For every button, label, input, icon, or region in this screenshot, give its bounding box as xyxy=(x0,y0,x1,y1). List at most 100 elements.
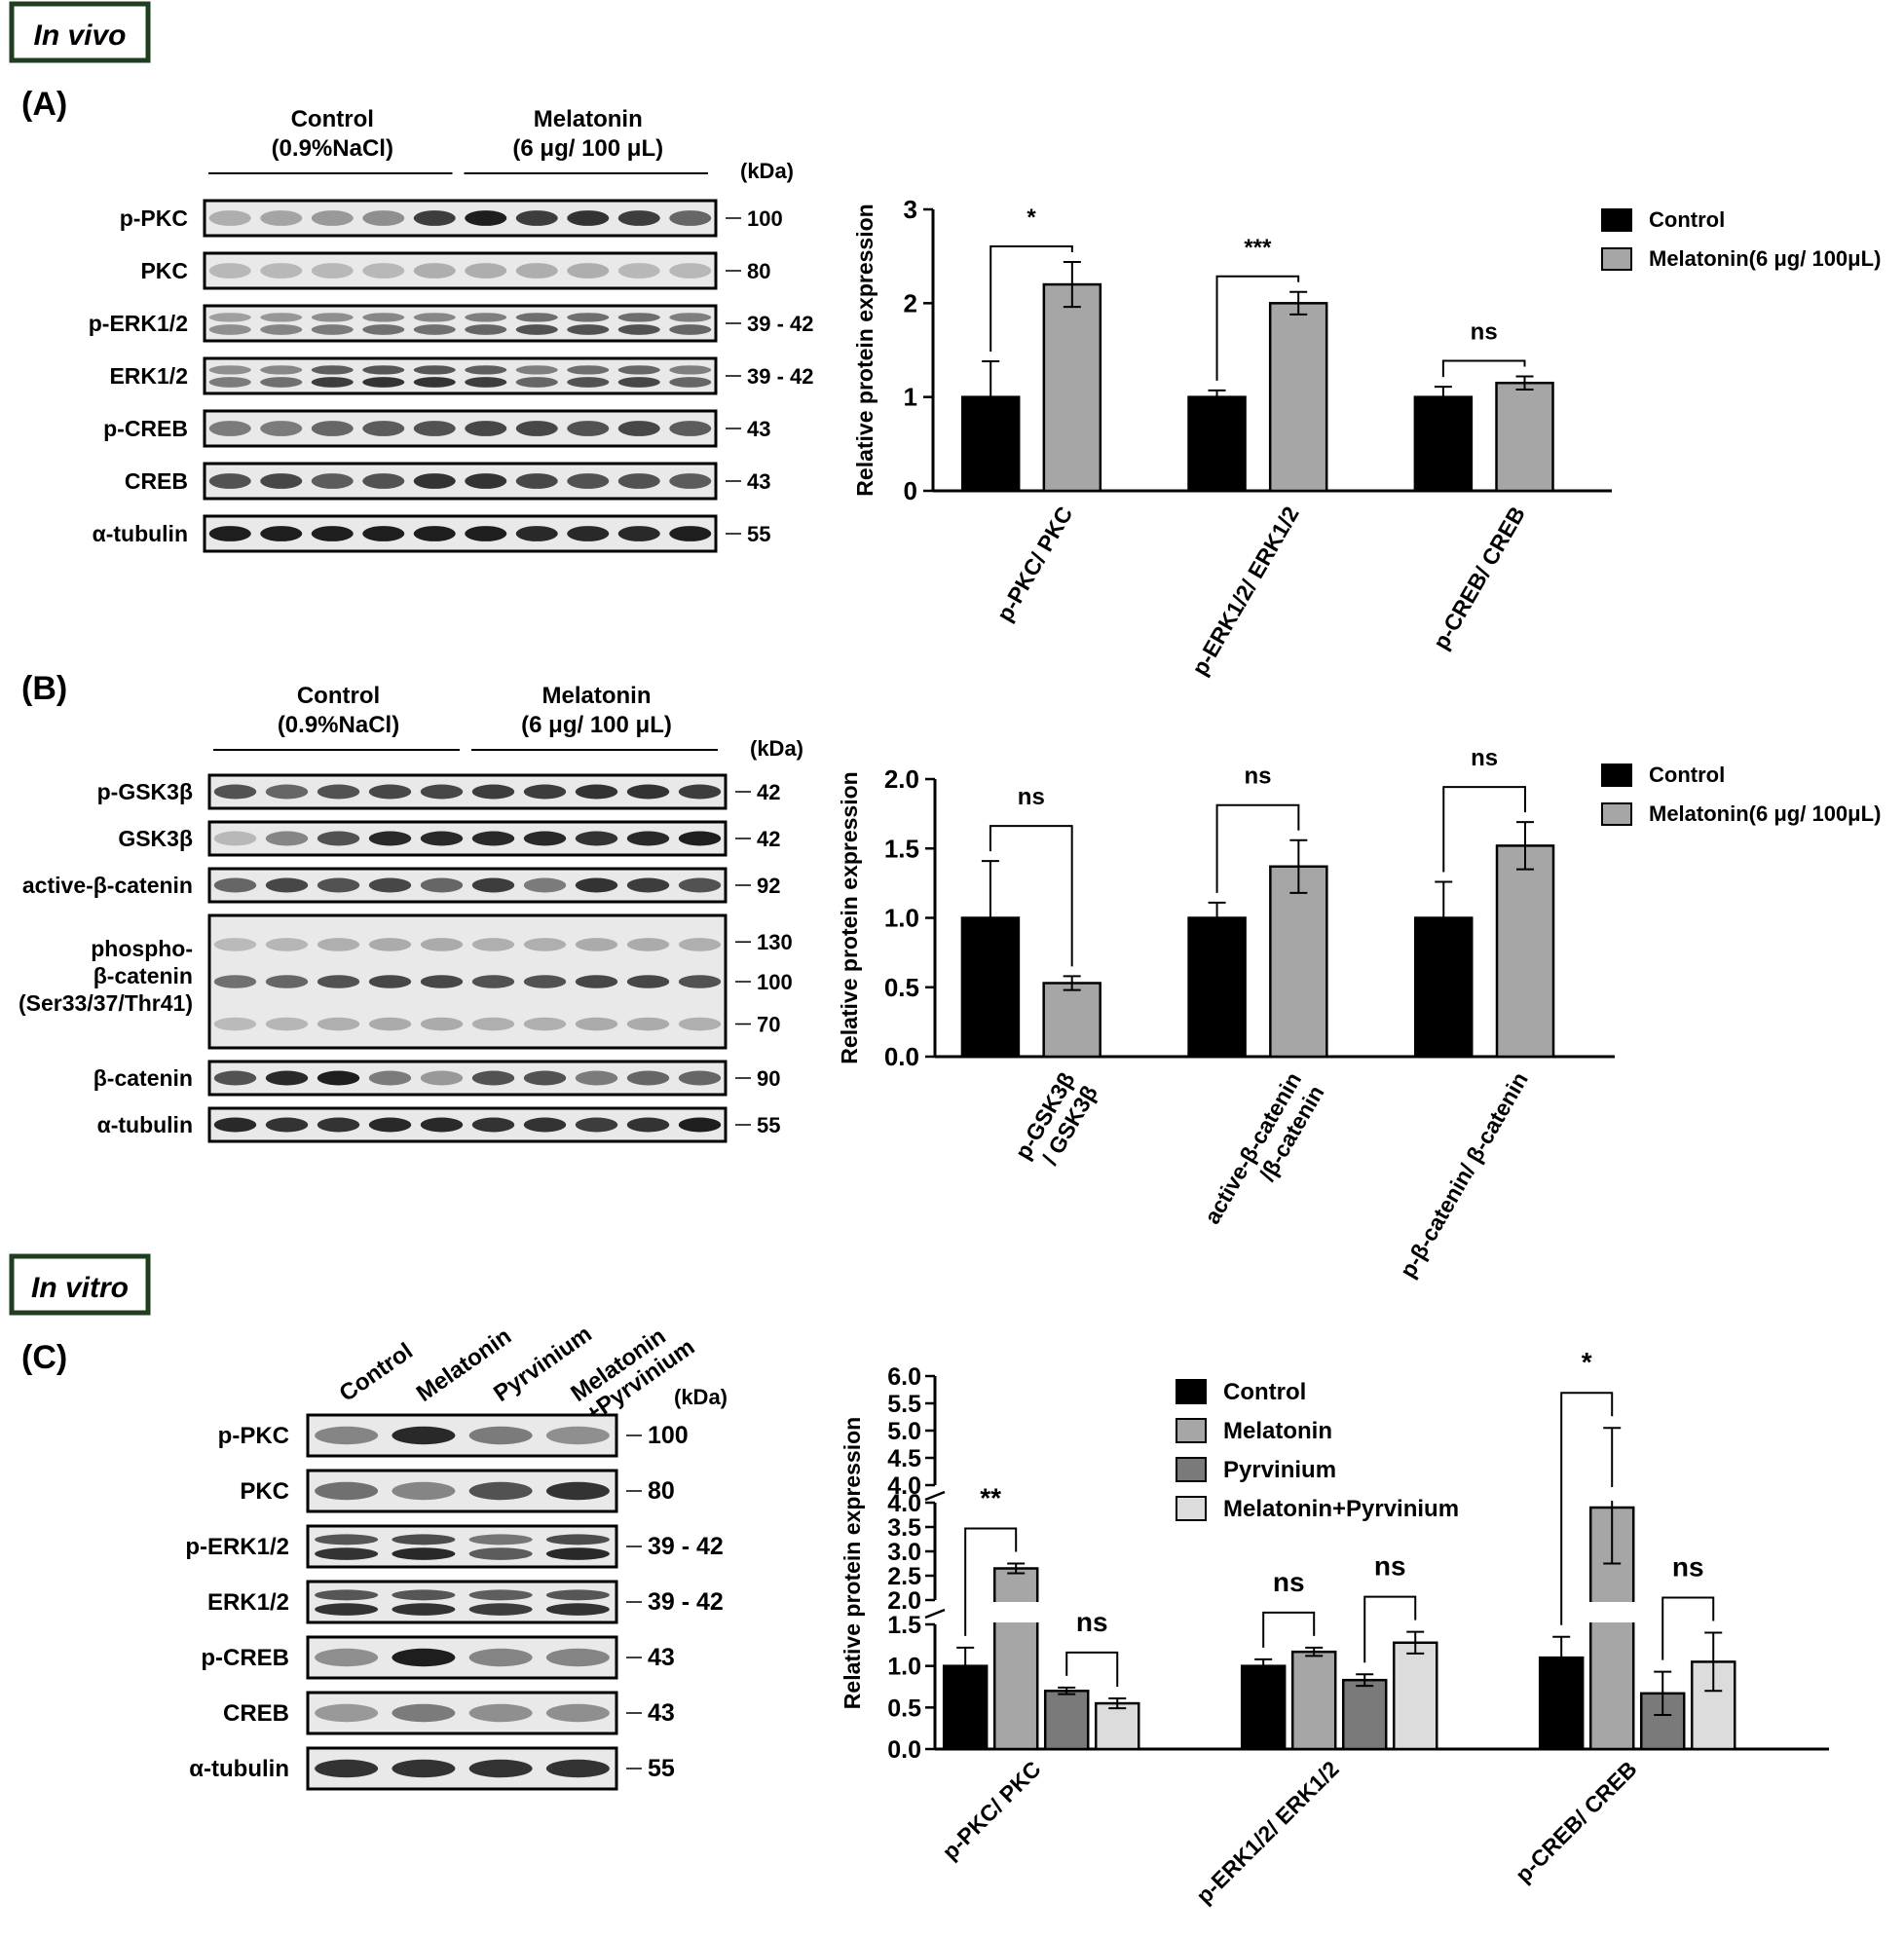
band xyxy=(575,975,618,988)
band xyxy=(465,324,507,335)
blot-row-label: p-CREB xyxy=(201,1645,289,1671)
band xyxy=(471,877,515,893)
blot-row-label: CREB xyxy=(125,468,188,494)
band xyxy=(311,313,354,322)
blot-row-label: ERK1/2 xyxy=(109,363,188,389)
blot-row-label: ERK1/2 xyxy=(207,1589,289,1616)
band xyxy=(315,1603,379,1616)
band xyxy=(213,1017,257,1031)
band xyxy=(392,1534,456,1546)
legend-swatch xyxy=(1176,1457,1207,1482)
legend-label: Control xyxy=(1649,763,1725,787)
band xyxy=(265,938,309,951)
band xyxy=(567,473,610,489)
legend-swatch xyxy=(1176,1496,1207,1521)
band xyxy=(260,313,303,322)
band xyxy=(265,831,309,846)
band xyxy=(626,1117,670,1133)
band xyxy=(260,210,303,226)
category-label: p-GSK3β/ GSK3β xyxy=(1010,1068,1102,1177)
band xyxy=(317,1017,360,1031)
panel-a-western-blot: Control (0.9%NaCl) Melatonin (6 μg/ 100 μL)… xyxy=(89,106,814,553)
category-label: p-CREB/ CREB xyxy=(1511,1756,1642,1887)
band xyxy=(311,421,354,436)
band xyxy=(567,421,610,436)
band xyxy=(678,938,722,951)
group-sublabel: (6 μg/ 100 μL) xyxy=(512,135,663,162)
significance-label: ns xyxy=(1076,1607,1108,1637)
legend-label: Control xyxy=(1649,207,1725,232)
y-tick-label: 1 xyxy=(904,383,917,412)
bar-melatonin xyxy=(1042,982,1101,1059)
blot-row-label: α-tubulin xyxy=(93,521,188,546)
y-tick-label: 0.0 xyxy=(887,1736,921,1764)
category-label: p-ERK1/2/ ERK1/2 xyxy=(1191,1756,1344,1909)
bar-control xyxy=(1187,395,1247,493)
significance-bracket xyxy=(1363,1595,1417,1663)
blot-row-label: phospho-β-catenin (Ser33/37/Thr41) xyxy=(19,936,193,1016)
kda-value: 39 - 42 xyxy=(648,1588,724,1616)
band xyxy=(317,1070,360,1086)
band xyxy=(567,313,610,322)
bar-melatonin xyxy=(1495,381,1554,493)
band xyxy=(465,526,507,541)
blot-row-label: α-tubulin xyxy=(97,1112,193,1137)
in-vivo-box xyxy=(9,1,151,63)
band xyxy=(523,877,567,893)
band xyxy=(420,975,464,988)
kda-value: 55 xyxy=(757,1113,780,1137)
band xyxy=(575,831,618,846)
band xyxy=(669,421,712,436)
band xyxy=(362,421,405,436)
band xyxy=(265,1117,309,1133)
category-label-line: p-β-catenin/ β-catenin xyxy=(1395,1068,1533,1283)
band xyxy=(567,526,610,541)
band xyxy=(208,313,251,322)
y-tick-label: 2.0 xyxy=(884,764,919,794)
y-axis-label: Relative protein expression xyxy=(852,204,877,496)
band xyxy=(420,1017,464,1031)
band xyxy=(523,975,567,988)
axis-break-gap xyxy=(935,1602,1159,1622)
panel-c-bar-chart: 0.00.51.01.52.02.53.03.54.04.04.55.05.56… xyxy=(840,1347,1829,1909)
band xyxy=(362,313,405,322)
panel-c-western-blot: ControlMelatoninPyrviniumMelatonin+Pyrvi… xyxy=(185,1321,728,1791)
kda-value: 39 - 42 xyxy=(747,364,814,389)
blot-row-label: GSK3β xyxy=(118,826,193,851)
blot-row-label: p-ERK1/2 xyxy=(185,1534,289,1560)
y-tick-label: 0.5 xyxy=(887,1695,921,1722)
band xyxy=(471,975,515,988)
category-label: p-CREB/ CREB xyxy=(1428,503,1530,654)
band xyxy=(260,263,303,279)
in-vivo-label: In vivo xyxy=(33,19,126,52)
y-tick-label: 5.5 xyxy=(887,1391,921,1418)
band xyxy=(213,877,257,893)
blot-strip xyxy=(203,356,718,395)
significance-label: ns xyxy=(1244,764,1271,790)
kda-value: 43 xyxy=(648,1699,675,1727)
band xyxy=(311,365,354,375)
band xyxy=(413,526,456,541)
significance-bracket xyxy=(1215,275,1300,381)
band xyxy=(213,1070,257,1086)
band xyxy=(465,377,507,388)
significance-bracket xyxy=(989,244,1073,353)
band xyxy=(368,938,412,951)
bar-control xyxy=(1538,1656,1585,1751)
group-label: Melatonin xyxy=(534,106,643,132)
group-label: Control xyxy=(297,683,380,709)
legend-label: Melatonin+Pyrvinium xyxy=(1223,1496,1459,1522)
band xyxy=(678,877,722,893)
group-sublabel: (0.9%NaCl) xyxy=(278,712,399,738)
band xyxy=(471,1117,515,1133)
band xyxy=(392,1589,456,1601)
band xyxy=(471,831,515,846)
band xyxy=(420,1117,464,1133)
band xyxy=(213,784,257,800)
bar-melatonin xyxy=(1269,865,1328,1059)
band xyxy=(515,377,558,388)
band xyxy=(468,1426,533,1445)
band xyxy=(669,377,712,388)
bar-melatonin xyxy=(1290,1650,1337,1751)
category-label-line: p-CREB/ CREB xyxy=(1428,503,1530,654)
